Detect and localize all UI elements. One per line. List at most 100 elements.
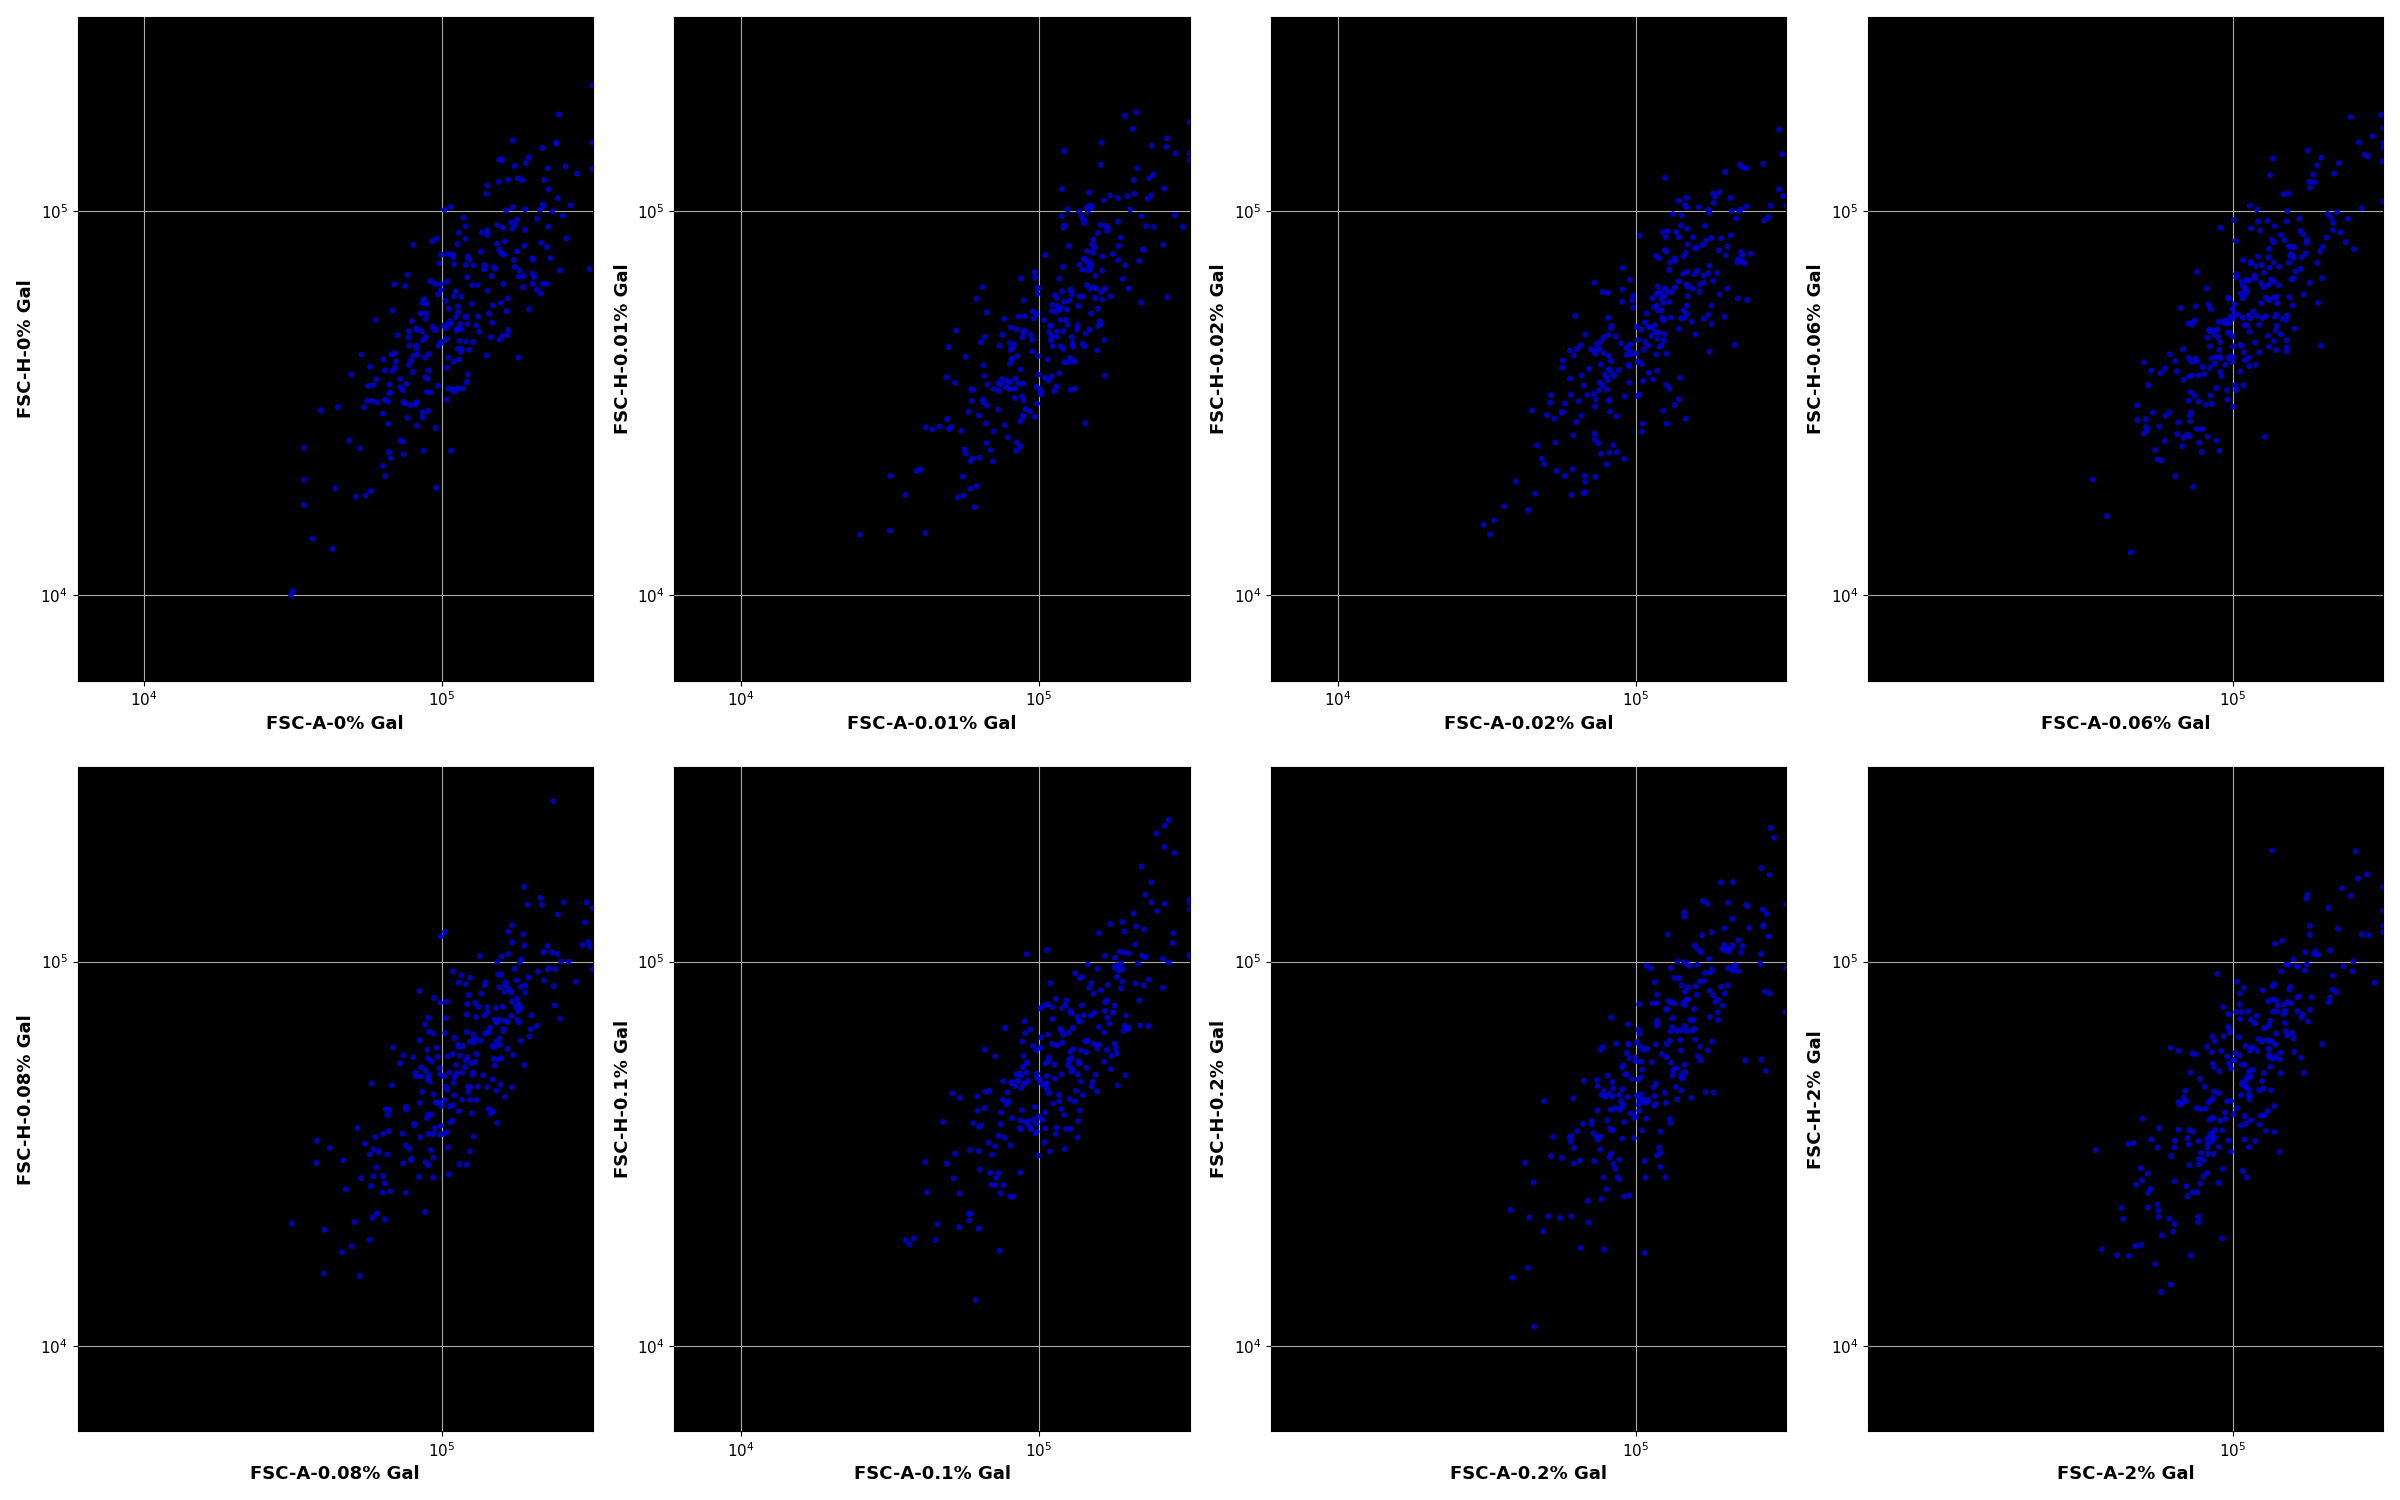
Point: [1001, 1044, 1039, 1068]
Point: [1699, 176, 1738, 200]
Point: [1049, 987, 1087, 1011]
Point: [2227, 279, 2266, 303]
Point: [943, 1119, 982, 1143]
Point: [2222, 260, 2261, 284]
Point: [1577, 327, 1615, 351]
Point: [2086, 426, 2124, 450]
Point: [1896, 668, 1934, 692]
Point: [1685, 939, 1723, 963]
Point: [154, 608, 192, 631]
Point: [1015, 276, 1054, 300]
Point: [1512, 1162, 1550, 1186]
Point: [869, 454, 907, 478]
Point: [1716, 896, 1754, 920]
Point: [1963, 573, 2002, 597]
Point: [182, 1324, 221, 1348]
Point: [768, 1344, 806, 1368]
Point: [310, 1173, 348, 1197]
Point: [1987, 568, 2026, 592]
Point: [696, 666, 734, 690]
Point: [1392, 1302, 1430, 1326]
Point: [1932, 1368, 1970, 1392]
Point: [286, 447, 324, 471]
Point: [1889, 1419, 1927, 1443]
Point: [1658, 963, 1697, 987]
Point: [1874, 669, 1913, 693]
Point: [1522, 1142, 1560, 1166]
Point: [2124, 1138, 2162, 1162]
Point: [1294, 669, 1332, 693]
Point: [2011, 520, 2050, 544]
Point: [686, 1419, 725, 1443]
Point: [2100, 1166, 2138, 1190]
Point: [2081, 432, 2119, 456]
Point: [1380, 1326, 1418, 1350]
Point: [410, 1064, 449, 1088]
Point: [1656, 226, 1694, 251]
Point: [274, 456, 312, 480]
Point: [2134, 358, 2172, 382]
Point: [118, 1401, 156, 1425]
Point: [1526, 1143, 1565, 1167]
Point: [1872, 669, 1910, 693]
Point: [1745, 108, 1783, 132]
Point: [665, 669, 703, 693]
Point: [1123, 870, 1162, 894]
Point: [398, 1050, 437, 1074]
Point: [1102, 162, 1140, 186]
Point: [499, 928, 538, 952]
Point: [953, 388, 991, 412]
Point: [1106, 914, 1145, 938]
Point: [1987, 1310, 2026, 1334]
Point: [2208, 1034, 2246, 1058]
Point: [701, 1419, 739, 1443]
Point: [2362, 836, 2400, 860]
Point: [2030, 1258, 2069, 1282]
Point: [852, 478, 890, 502]
Point: [2006, 1280, 2045, 1304]
Point: [473, 964, 511, 988]
Point: [1956, 576, 1994, 600]
Point: [125, 640, 163, 664]
Point: [1354, 1352, 1392, 1376]
Point: [1639, 993, 1678, 1017]
Point: [1277, 669, 1315, 693]
Point: [1145, 116, 1183, 140]
Point: [1862, 669, 1901, 693]
Point: [161, 1353, 199, 1377]
Point: [1258, 669, 1296, 693]
Point: [281, 453, 319, 477]
Point: [106, 669, 144, 693]
Point: [1334, 622, 1373, 646]
Point: [2021, 1284, 2059, 1308]
Point: [1584, 326, 1622, 350]
Point: [984, 324, 1022, 348]
Point: [689, 1419, 727, 1443]
Point: [319, 408, 358, 432]
Point: [547, 858, 586, 882]
Point: [1586, 327, 1625, 351]
Point: [2254, 978, 2292, 1002]
Point: [929, 1137, 967, 1161]
Point: [326, 392, 365, 416]
Point: [1370, 1332, 1409, 1356]
Point: [1762, 828, 1800, 852]
Point: [2069, 1202, 2107, 1225]
Point: [408, 1052, 446, 1076]
Point: [1370, 1326, 1409, 1350]
Point: [2275, 316, 2314, 340]
Point: [271, 468, 310, 492]
Point: [1718, 148, 1757, 172]
Point: [223, 1270, 262, 1294]
Point: [1373, 579, 1411, 603]
Point: [322, 400, 360, 424]
Point: [1913, 1392, 1951, 1416]
Point: [2314, 906, 2352, 930]
Point: [2153, 1098, 2191, 1122]
Point: [2179, 304, 2218, 328]
Point: [1733, 876, 1771, 900]
Point: [312, 1155, 350, 1179]
Point: [523, 892, 562, 916]
Point: [355, 360, 394, 384]
Point: [1092, 176, 1130, 200]
